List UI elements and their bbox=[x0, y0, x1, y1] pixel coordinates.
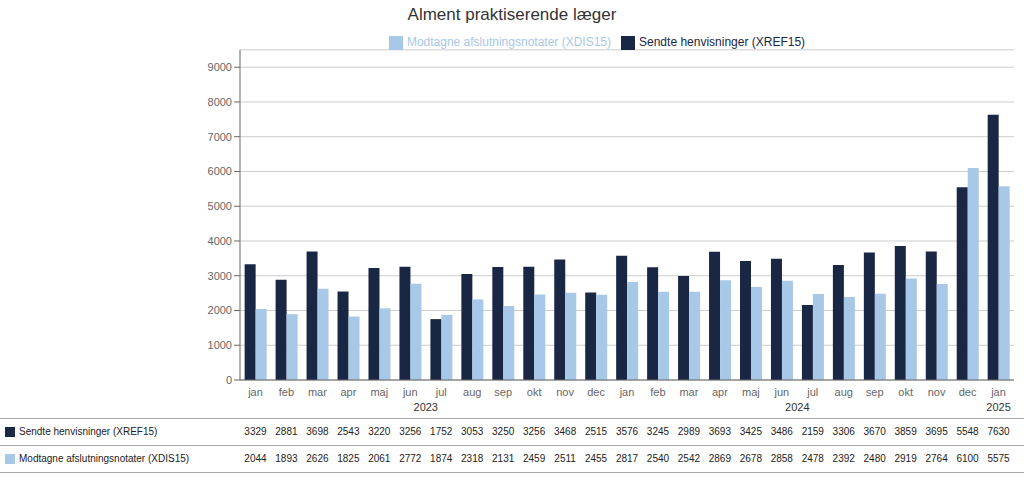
html-text:3468: 3468 bbox=[554, 426, 577, 437]
html-text:2626: 2626 bbox=[306, 453, 329, 464]
html-text:3250: 3250 bbox=[492, 426, 515, 437]
html-text:2478: 2478 bbox=[801, 453, 824, 464]
svg-text:maj: maj bbox=[370, 386, 388, 398]
svg-text:7000: 7000 bbox=[208, 131, 232, 143]
html-text:2024: 2024 bbox=[785, 401, 810, 413]
html-text:2131: 2131 bbox=[492, 453, 515, 464]
svg-text:jan: jan bbox=[990, 386, 1006, 398]
html-text:3576: 3576 bbox=[615, 426, 639, 437]
svg-text:jan: jan bbox=[619, 386, 635, 398]
html-text:1874: 1874 bbox=[430, 453, 453, 464]
html-text:3486: 3486 bbox=[770, 426, 793, 437]
html-text:5548: 5548 bbox=[956, 426, 979, 437]
svg-text:dec: dec bbox=[587, 386, 605, 398]
html-text:5575: 5575 bbox=[987, 453, 1010, 464]
html-text:6100: 6100 bbox=[956, 453, 979, 464]
html-text:2459: 2459 bbox=[523, 453, 546, 464]
html-text:3306: 3306 bbox=[832, 426, 855, 437]
svg-text:3000: 3000 bbox=[208, 270, 232, 282]
svg-text:maj: maj bbox=[742, 386, 760, 398]
html-text:3220: 3220 bbox=[368, 426, 391, 437]
html-text:2044: 2044 bbox=[244, 453, 267, 464]
svg-text:mar: mar bbox=[308, 386, 327, 398]
html-text:1752: 1752 bbox=[430, 426, 453, 437]
html-text:2455: 2455 bbox=[584, 453, 608, 464]
html-text:Alment praktiserende læger: Alment praktiserende læger bbox=[407, 5, 617, 24]
svg-text:okt: okt bbox=[898, 386, 913, 398]
html-text:3256: 3256 bbox=[399, 426, 422, 437]
html-text:3053: 3053 bbox=[461, 426, 484, 437]
html-text:1893: 1893 bbox=[275, 453, 298, 464]
html-text:2392: 2392 bbox=[832, 453, 855, 464]
html-text:2023: 2023 bbox=[413, 401, 438, 413]
svg-text:jun: jun bbox=[773, 386, 789, 398]
svg-text:aug: aug bbox=[835, 386, 853, 398]
html-text:2318: 2318 bbox=[461, 453, 484, 464]
svg-text:4000: 4000 bbox=[208, 235, 232, 247]
svg-text:nov: nov bbox=[928, 386, 946, 398]
html-text:2480: 2480 bbox=[863, 453, 886, 464]
html-text:2869: 2869 bbox=[708, 453, 731, 464]
svg-text:okt: okt bbox=[527, 386, 542, 398]
svg-text:feb: feb bbox=[279, 386, 294, 398]
svg-text:8000: 8000 bbox=[208, 96, 232, 108]
svg-text:mar: mar bbox=[679, 386, 698, 398]
svg-text:apr: apr bbox=[712, 386, 728, 398]
svg-text:sep: sep bbox=[866, 386, 884, 398]
html-text:2515: 2515 bbox=[584, 426, 608, 437]
html-text:2543: 2543 bbox=[337, 426, 360, 437]
svg-text:5000: 5000 bbox=[208, 200, 232, 212]
svg-text:nov: nov bbox=[556, 386, 574, 398]
html-text:2511: 2511 bbox=[554, 453, 576, 464]
svg-text:6000: 6000 bbox=[208, 165, 232, 177]
html-text:2678: 2678 bbox=[739, 453, 762, 464]
svg-text:aug: aug bbox=[463, 386, 481, 398]
svg-text:dec: dec bbox=[959, 386, 977, 398]
svg-text:feb: feb bbox=[650, 386, 665, 398]
svg-text:sep: sep bbox=[494, 386, 512, 398]
html-text:3859: 3859 bbox=[894, 426, 917, 437]
html-text:3698: 3698 bbox=[306, 426, 329, 437]
html-text:7630: 7630 bbox=[987, 426, 1010, 437]
svg-text:2000: 2000 bbox=[208, 304, 232, 316]
svg-text:jul: jul bbox=[435, 386, 447, 398]
html-text:2858: 2858 bbox=[770, 453, 793, 464]
html-text:Modtagne afslutningsnotater (X: Modtagne afslutningsnotater (XDIS15) bbox=[406, 35, 611, 49]
svg-text:jun: jun bbox=[402, 386, 418, 398]
svg-text:jan: jan bbox=[247, 386, 263, 398]
html-text:2159: 2159 bbox=[801, 426, 824, 437]
html-text:2772: 2772 bbox=[399, 453, 422, 464]
html-text:2989: 2989 bbox=[677, 426, 700, 437]
html-text:2817: 2817 bbox=[615, 453, 639, 464]
svg-text:jul: jul bbox=[806, 386, 818, 398]
svg-text:1000: 1000 bbox=[208, 339, 232, 351]
html-text:3425: 3425 bbox=[739, 426, 762, 437]
svg-text:0: 0 bbox=[226, 374, 232, 386]
html-text:3329: 3329 bbox=[244, 426, 267, 437]
html-text:2540: 2540 bbox=[646, 453, 670, 464]
html-text:2881: 2881 bbox=[275, 426, 298, 437]
html-text:3256: 3256 bbox=[523, 426, 546, 437]
html-text:3670: 3670 bbox=[863, 426, 886, 437]
html-text:Modtagne afslutningsnotater (X: Modtagne afslutningsnotater (XDIS15) bbox=[19, 453, 190, 464]
html-text:2764: 2764 bbox=[925, 453, 948, 464]
html-text:Sendte henvisninger (XREF15): Sendte henvisninger (XREF15) bbox=[19, 426, 158, 437]
html-text:Sendte henvisninger (XREF15): Sendte henvisninger (XREF15) bbox=[639, 35, 806, 49]
html-text:2919: 2919 bbox=[894, 453, 917, 464]
svg-text:apr: apr bbox=[340, 386, 356, 398]
html-text:2061: 2061 bbox=[368, 453, 391, 464]
html-text:2025: 2025 bbox=[986, 401, 1011, 413]
html-text:3245: 3245 bbox=[646, 426, 670, 437]
html-text:3693: 3693 bbox=[708, 426, 731, 437]
html-text:1825: 1825 bbox=[337, 453, 360, 464]
svg-text:9000: 9000 bbox=[208, 61, 232, 73]
html-text:3695: 3695 bbox=[925, 426, 948, 437]
html-text:2542: 2542 bbox=[677, 453, 700, 464]
